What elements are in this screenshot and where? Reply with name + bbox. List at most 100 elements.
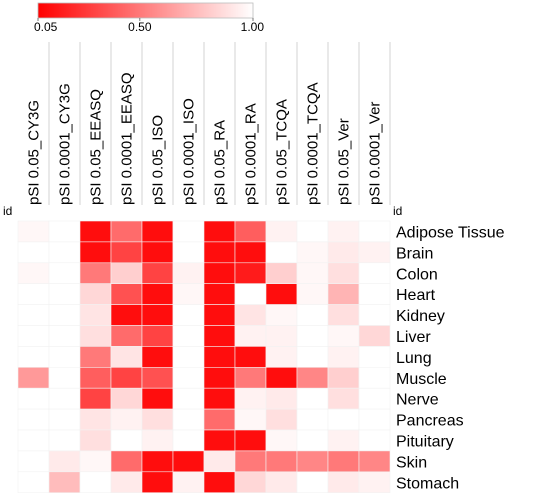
- heatmap-cell-liver-psi-0-0001-cy3g: [48, 325, 81, 347]
- heatmap-cell-muscle-psi-0-05-eeasq: [79, 366, 112, 389]
- heatmap-cell-adipose-tissue-psi-0-0001-cy3g: [48, 220, 81, 243]
- heatmap-cell-liver-psi-0-0001-ra: [234, 325, 267, 347]
- heatmap-cell-heart-psi-0-0001-cy3g: [48, 283, 81, 305]
- heatmap-cell-lung-psi-0-05-eeasq: [79, 346, 112, 368]
- column-label-psi-0-05-ra: pSI 0.05_RA: [212, 120, 229, 205]
- heatmap-cell-lung-psi-0-05-iso: [141, 346, 174, 368]
- heatmap-cell-stomach-psi-0-0001-iso: [172, 471, 205, 493]
- heatmap-cell-lung-psi-0-05-cy3g: [17, 346, 50, 368]
- heatmap-cell-brain-psi-0-05-tcqa: [265, 241, 298, 264]
- row-label-pituitary: Pituitary: [396, 433, 454, 450]
- heatmap-cell-adipose-tissue-psi-0-05-eeasq: [79, 220, 112, 243]
- heatmap-cell-nerve-psi-0-05-ver: [327, 387, 360, 410]
- heatmap-cell-colon-psi-0-05-cy3g: [17, 262, 50, 284]
- heatmap-cell-muscle-psi-0-0001-cy3g: [48, 366, 81, 389]
- heatmap-cell-colon-psi-0-0001-eeasq: [110, 262, 143, 284]
- heatmap-cell-nerve-psi-0-0001-ver: [358, 387, 391, 410]
- row-label-colon: Colon: [396, 266, 438, 283]
- heatmap-cell-heart-psi-0-0001-ra: [234, 283, 267, 305]
- heatmap-cell-pancreas-psi-0-05-iso: [141, 408, 174, 431]
- color-bar-ticks: 0.05 0.50 1.00: [34, 18, 264, 34]
- heatmap-cell-brain-psi-0-05-eeasq: [79, 241, 112, 264]
- heatmap-cell-adipose-tissue-psi-0-0001-iso: [172, 220, 205, 243]
- color-bar: [37, 2, 254, 19]
- heatmap-cell-colon-psi-0-05-ra: [203, 262, 236, 284]
- heatmap-cell-muscle-psi-0-0001-tcqa: [296, 366, 329, 389]
- column-label-psi-0-0001-tcqa: pSI 0.0001_TCQA: [305, 82, 322, 205]
- heatmap-cell-liver-psi-0-05-tcqa: [265, 325, 298, 347]
- heatmap-cell-stomach-psi-0-05-cy3g: [17, 471, 50, 493]
- color-bar-tick-label: 0.50: [128, 20, 152, 34]
- heatmap-cell-skin-psi-0-05-ra: [203, 450, 236, 473]
- heatmap-cell-colon-psi-0-0001-ver: [358, 262, 391, 284]
- heatmap-cell-pancreas-psi-0-0001-ra: [234, 408, 267, 431]
- heatmap-cell-pituitary-psi-0-05-iso: [141, 429, 174, 452]
- heatmap-cell-brain-psi-0-05-ver: [327, 241, 360, 264]
- heatmap-cell-lung-psi-0-0001-iso: [172, 346, 205, 368]
- heatmap-cell-pancreas-psi-0-0001-iso: [172, 408, 205, 431]
- heatmap-cell-colon-psi-0-05-ver: [327, 262, 360, 284]
- heatmap-cell-pancreas-psi-0-05-cy3g: [17, 408, 50, 431]
- heatmap-cell-skin-psi-0-0001-ra: [234, 450, 267, 473]
- heatmap-cell-pituitary-psi-0-05-cy3g: [17, 429, 50, 452]
- heatmap-cell-heart-psi-0-05-eeasq: [79, 283, 112, 305]
- heatmap-cell-kidney-psi-0-05-ra: [203, 304, 236, 326]
- heatmap-cell-brain-psi-0-05-ra: [203, 241, 236, 264]
- heatmap-cell-nerve-psi-0-05-eeasq: [79, 387, 112, 410]
- heatmap-cell-kidney-psi-0-0001-ra: [234, 304, 267, 326]
- heatmap-cell-brain-psi-0-05-iso: [141, 241, 174, 264]
- heatmap-cell-adipose-tissue-psi-0-05-cy3g: [17, 220, 50, 243]
- heatmap-cell-adipose-tissue-psi-0-05-ra: [203, 220, 236, 243]
- row-label-kidney: Kidney: [396, 308, 445, 325]
- heatmap-cell-muscle-psi-0-0001-eeasq: [110, 366, 143, 389]
- column-label-psi-0-05-ver: pSI 0.05_Ver: [336, 118, 353, 205]
- heatmap-cell-skin-psi-0-05-tcqa: [265, 450, 298, 473]
- heatmap-cell-brain-psi-0-0001-ver: [358, 241, 391, 264]
- heatmap-cell-adipose-tissue-psi-0-0001-ra: [234, 220, 267, 243]
- heatmap-cell-nerve-psi-0-05-ra: [203, 387, 236, 410]
- heatmap-cells: [17, 220, 391, 493]
- heatmap-cell-stomach-psi-0-0001-cy3g: [48, 471, 81, 493]
- heatmap-cell-muscle-psi-0-05-cy3g: [17, 366, 50, 389]
- heatmap-cell-kidney-psi-0-05-eeasq: [79, 304, 112, 326]
- heatmap-cell-brain-psi-0-0001-ra: [234, 241, 267, 264]
- heatmap-cell-stomach-psi-0-05-ver: [327, 471, 360, 493]
- heatmap-cell-lung-psi-0-0001-tcqa: [296, 346, 329, 368]
- column-label-psi-0-0001-iso: pSI 0.0001_ISO: [181, 98, 198, 205]
- heatmap-cell-stomach-psi-0-05-eeasq: [79, 471, 112, 493]
- heatmap-cell-adipose-tissue-psi-0-0001-eeasq: [110, 220, 143, 243]
- heatmap-cell-nerve-psi-0-0001-iso: [172, 387, 205, 410]
- heatmap-cell-skin-psi-0-05-eeasq: [79, 450, 112, 473]
- row-label-liver: Liver: [396, 329, 431, 346]
- heatmap-cell-lung-psi-0-0001-cy3g: [48, 346, 81, 368]
- heatmap-cell-pancreas-psi-0-05-eeasq: [79, 408, 112, 431]
- heatmap-cell-colon-psi-0-0001-cy3g: [48, 262, 81, 284]
- heatmap-cell-adipose-tissue-psi-0-05-iso: [141, 220, 174, 243]
- heatmap-cell-kidney-psi-0-0001-cy3g: [48, 304, 81, 326]
- row-label-adipose-tissue: Adipose Tissue: [396, 224, 505, 241]
- row-label-lung: Lung: [396, 350, 432, 367]
- heatmap-cell-lung-psi-0-05-ver: [327, 346, 360, 368]
- heatmap-cell-lung-psi-0-05-ra: [203, 346, 236, 368]
- row-label-heart: Heart: [396, 287, 436, 304]
- heatmap-cell-nerve-psi-0-0001-eeasq: [110, 387, 143, 410]
- heatmap-cell-skin-psi-0-05-iso: [141, 450, 174, 473]
- heatmap-cell-pituitary-psi-0-05-ra: [203, 429, 236, 452]
- heatmap-cell-muscle-psi-0-05-tcqa: [265, 366, 298, 389]
- heatmap-cell-pituitary-psi-0-0001-ver: [358, 429, 391, 452]
- heatmap-cell-skin-psi-0-0001-tcqa: [296, 450, 329, 473]
- column-labels: pSI 0.05_CY3G pSI 0.0001_CY3G pSI 0.05_EEA…: [26, 42, 391, 205]
- heatmap-cell-heart-psi-0-0001-ver: [358, 283, 391, 305]
- heatmap-cell-nerve-psi-0-0001-ra: [234, 387, 267, 410]
- heatmap-cell-heart-psi-0-0001-tcqa: [296, 283, 329, 305]
- heatmap-cell-brain-psi-0-0001-iso: [172, 241, 205, 264]
- heatmap-cell-lung-psi-0-05-tcqa: [265, 346, 298, 368]
- heatmap-cell-colon-psi-0-0001-iso: [172, 262, 205, 284]
- heatmap-cell-skin-psi-0-05-cy3g: [17, 450, 50, 473]
- heatmap-cell-skin-psi-0-0001-cy3g: [48, 450, 81, 473]
- heatmap-cell-heart-psi-0-05-ra: [203, 283, 236, 305]
- row-label-muscle: Muscle: [396, 371, 447, 388]
- heatmap-cell-kidney-psi-0-05-tcqa: [265, 304, 298, 326]
- heatmap-cell-pancreas-psi-0-0001-tcqa: [296, 408, 329, 431]
- heatmap-cell-pancreas-psi-0-0001-ver: [358, 408, 391, 431]
